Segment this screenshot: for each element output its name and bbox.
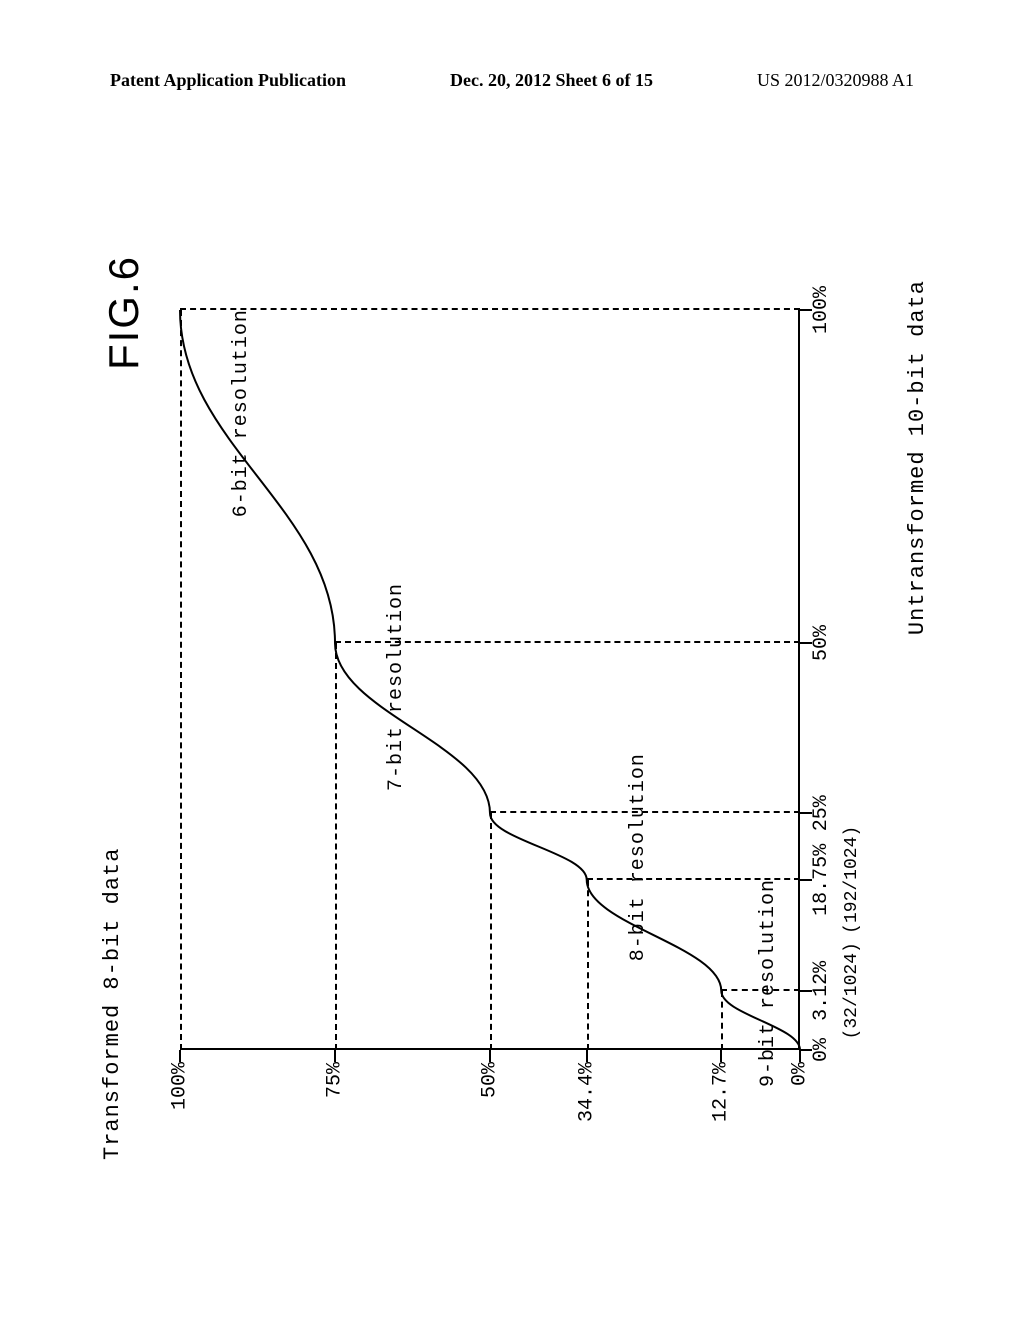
y-tick-label: 100%	[169, 1062, 192, 1110]
curve-svg	[180, 310, 800, 1050]
x-tick-label: 25%	[810, 795, 833, 831]
curve-path	[180, 310, 800, 1050]
x-tick-label: 3.12%	[810, 961, 833, 1021]
chart-area: 100%75%50%34.4%12.7%0% 0%3.12%(32/1024)1…	[180, 310, 800, 1050]
x-tick-sublabel: (32/1024)	[842, 942, 862, 1039]
x-axis-label: Untransformed 10-bit data	[905, 280, 930, 635]
y-tick	[799, 1050, 801, 1062]
y-tick	[334, 1050, 336, 1062]
x-tick-sublabel: (192/1024)	[842, 826, 862, 934]
x-tick-label: 0%	[810, 1038, 833, 1062]
y-tick	[179, 1050, 181, 1062]
y-tick	[586, 1050, 588, 1062]
y-tick	[720, 1050, 722, 1062]
y-tick-label: 34.4%	[575, 1062, 598, 1122]
page-header: Patent Application Publication Dec. 20, …	[0, 70, 1024, 91]
header-right: US 2012/0320988 A1	[757, 70, 914, 91]
header-center: Dec. 20, 2012 Sheet 6 of 15	[450, 70, 653, 91]
x-tick-label: 100%	[810, 286, 833, 334]
x-tick-label: 18.75%	[810, 844, 833, 916]
y-tick-label: 12.7%	[710, 1062, 733, 1122]
header-left: Patent Application Publication	[110, 70, 346, 91]
y-tick-label: 50%	[479, 1062, 502, 1098]
figure-container: FIG.6 Transformed 8-bit data Untransform…	[60, 150, 960, 1250]
figure-rotated: FIG.6 Transformed 8-bit data Untransform…	[60, 150, 960, 1250]
figure-title: FIG.6	[100, 255, 148, 370]
y-axis-label: Transformed 8-bit data	[100, 848, 125, 1160]
x-tick-label: 50%	[810, 625, 833, 661]
y-tick-label: 75%	[324, 1062, 347, 1098]
y-tick	[489, 1050, 491, 1062]
y-tick-label: 0%	[789, 1062, 812, 1086]
